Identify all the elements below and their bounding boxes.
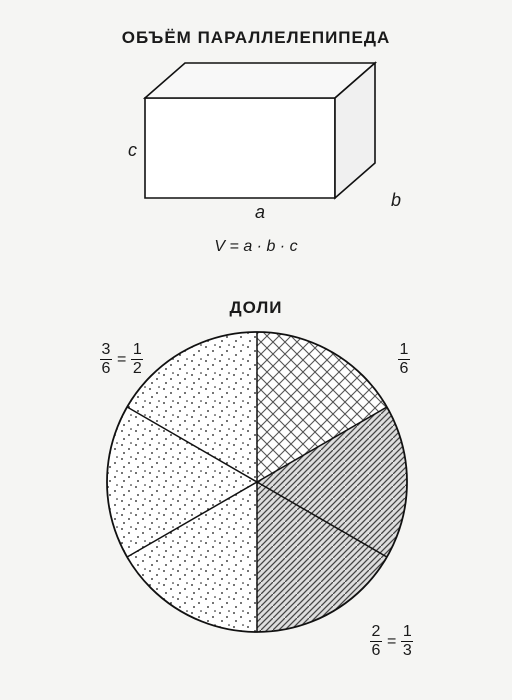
fraction-label-bottom: 2 6 = 1 3 (370, 624, 413, 659)
dim-label-c: c (128, 140, 137, 161)
frac-num: 1 (133, 342, 142, 359)
fraction-label-left: 3 6 = 1 2 (100, 342, 143, 377)
dim-label-b: b (391, 190, 401, 211)
volume-title: ОБЪЁМ ПАРАЛЛЕЛЕПИПЕДА (0, 28, 512, 48)
frac-num: 2 (372, 624, 381, 641)
frac-den: 6 (370, 641, 382, 659)
fractions-title: ДОЛИ (0, 298, 512, 318)
volume-formula: V = a · b · c (0, 238, 512, 256)
frac-num: 1 (400, 342, 409, 359)
equals-sign: = (387, 633, 396, 651)
frac-den: 2 (131, 359, 143, 377)
frac-num: 3 (102, 342, 111, 359)
fractions-pie (105, 330, 409, 634)
equals-sign: = (117, 351, 126, 369)
frac-den: 6 (100, 359, 112, 377)
frac-num: 1 (403, 624, 412, 641)
fraction-label-right: 1 6 (398, 342, 410, 377)
dim-label-a: a (255, 202, 265, 223)
frac-den: 3 (401, 641, 413, 659)
frac-den: 6 (398, 359, 410, 377)
parallelepiped-figure (125, 58, 395, 208)
